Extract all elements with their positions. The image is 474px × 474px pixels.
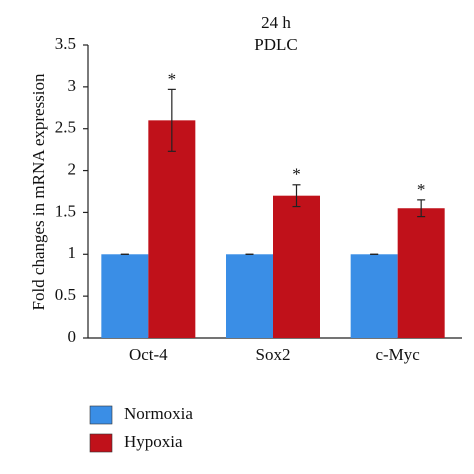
- error-bar: [292, 184, 301, 208]
- error-bar: [417, 199, 426, 218]
- y-tick-label: 2.5: [55, 118, 76, 137]
- x-tick-label: c-Myc: [375, 345, 420, 364]
- legend-label: Hypoxia: [124, 432, 183, 451]
- x-tick-label: Oct-4: [129, 345, 168, 364]
- y-tick-label: 3.5: [55, 34, 76, 53]
- chart-subtitle: PDLC: [254, 35, 297, 54]
- annotation: *: [168, 69, 177, 88]
- y-tick-label: 1.5: [55, 201, 76, 220]
- annotation: *: [292, 165, 301, 184]
- y-axis-label: Fold changes in mRNA expression: [29, 73, 48, 311]
- chart-title: 24 h: [261, 13, 291, 32]
- y-tick-label: 0: [68, 327, 77, 346]
- bar: [273, 195, 320, 338]
- error-bar: [167, 88, 176, 152]
- x-tick-label: Sox2: [256, 345, 291, 364]
- legend-label: Normoxia: [124, 404, 193, 423]
- y-tick-label: 0.5: [55, 285, 76, 304]
- bar: [350, 254, 398, 338]
- y-tick-label: 2: [68, 159, 77, 178]
- bar: [397, 208, 445, 338]
- y-tick-label: 1: [68, 243, 77, 262]
- legend-swatch: [89, 433, 113, 453]
- bar: [148, 120, 196, 338]
- bar: [226, 254, 273, 338]
- bar: [101, 254, 149, 338]
- y-tick-label: 3: [68, 76, 77, 95]
- legend-swatch: [89, 405, 113, 425]
- annotation: *: [417, 180, 426, 199]
